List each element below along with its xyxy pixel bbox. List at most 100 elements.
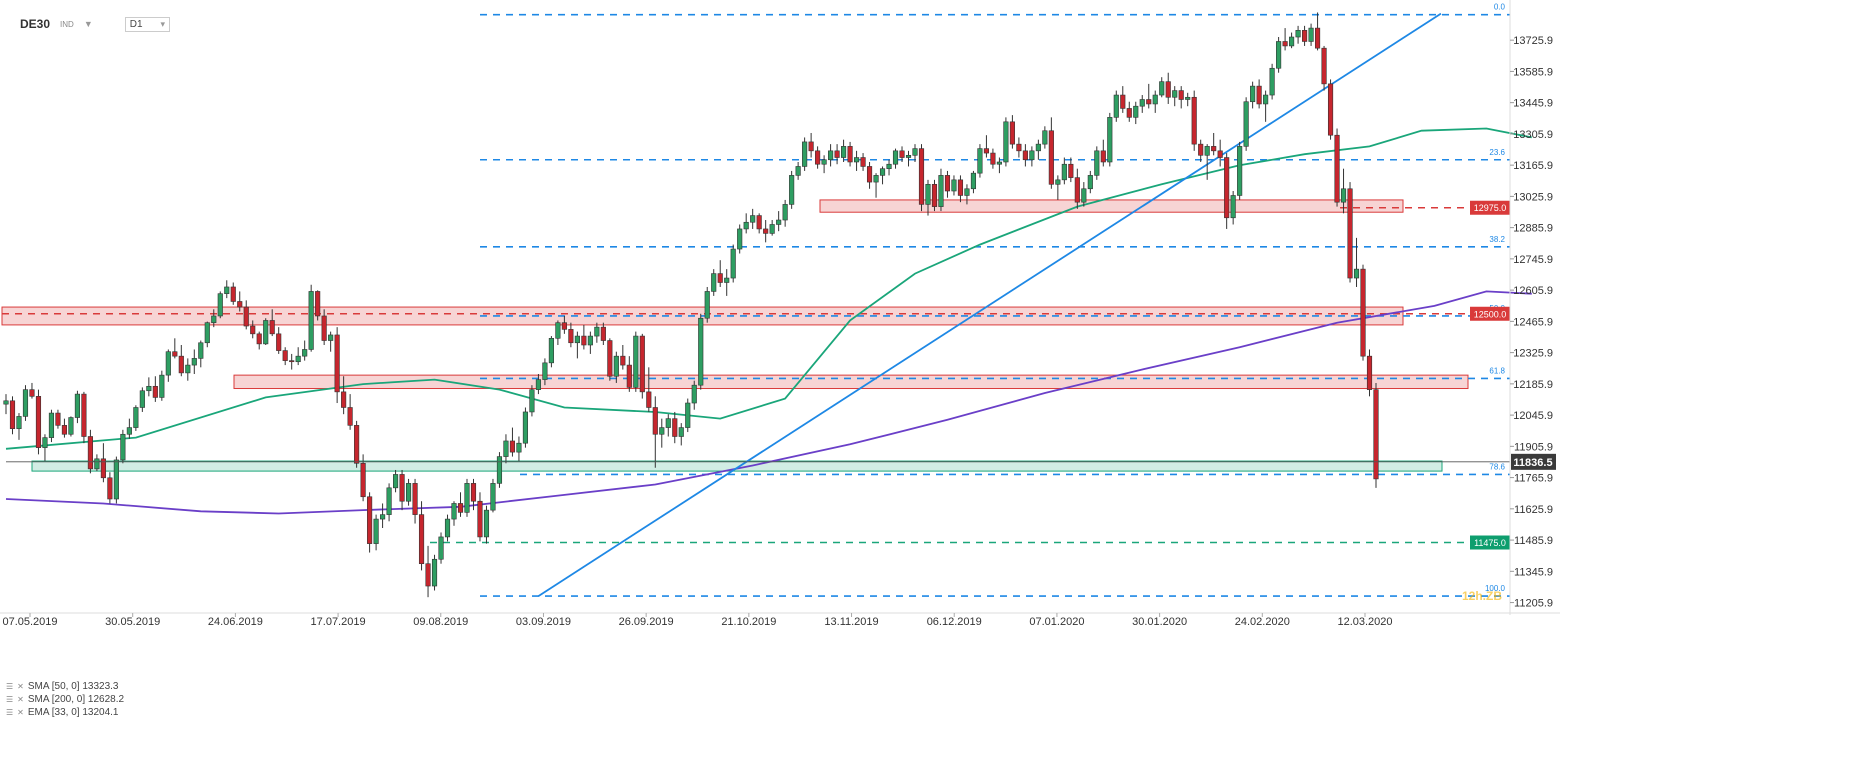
indicator-settings-icon[interactable]: ☰	[6, 682, 14, 691]
candle	[951, 179, 957, 192]
candle	[405, 483, 412, 502]
candle	[1269, 67, 1275, 96]
candle	[211, 315, 217, 323]
legend-label: SMA [200, 0] 12628.2	[27, 694, 125, 705]
candle	[1373, 389, 1379, 480]
candle	[289, 360, 295, 363]
candle	[237, 301, 243, 308]
indicator-settings-icon[interactable]: ☰	[6, 708, 14, 717]
candle	[639, 335, 645, 393]
candle	[535, 379, 541, 390]
legend-row-sma50[interactable]: ☰ ✕ SMA [50, 0] 13323.3	[6, 680, 124, 693]
x-tick-label: 21.10.2019	[721, 616, 776, 628]
candle	[808, 141, 814, 152]
candle	[548, 338, 554, 364]
candle	[1211, 146, 1217, 152]
last-price-tag	[1511, 453, 1556, 470]
candle	[944, 175, 951, 192]
fib-label: 0.0	[1494, 3, 1506, 12]
y-tick-label: 13165.9	[1513, 160, 1553, 172]
x-tick-label: 12.03.2020	[1337, 616, 1392, 628]
candle	[1094, 150, 1100, 176]
candle	[35, 396, 42, 448]
candle	[685, 402, 691, 428]
candle	[1185, 96, 1191, 100]
candle	[938, 175, 944, 207]
x-tick-label: 09.08.2019	[413, 616, 468, 628]
y-tick-label: 13305.9	[1513, 129, 1553, 141]
x-tick-label: 07.01.2020	[1029, 616, 1084, 628]
candle	[457, 503, 464, 513]
symbol-label[interactable]: DE30	[20, 17, 51, 31]
candle	[613, 355, 619, 377]
candle	[1178, 90, 1184, 100]
candle	[1198, 143, 1204, 156]
resistance-zone	[819, 199, 1404, 213]
candle	[821, 159, 827, 165]
candle	[1217, 150, 1223, 158]
x-tick-label: 24.02.2020	[1235, 616, 1290, 628]
candle	[607, 340, 613, 377]
level-tag-label: 11475.0	[1474, 538, 1506, 548]
candle	[1295, 30, 1301, 38]
candle	[412, 483, 418, 515]
candle	[646, 391, 652, 408]
candle	[672, 418, 678, 437]
candle	[892, 150, 899, 165]
candle	[620, 355, 626, 366]
candle	[133, 407, 139, 428]
candle	[178, 355, 184, 374]
close-icon[interactable]: ✕	[17, 708, 24, 717]
candle	[1152, 94, 1158, 105]
candle	[789, 175, 795, 205]
x-tick-label: 17.07.2019	[311, 616, 366, 628]
candle	[425, 563, 431, 587]
y-tick-label: 13445.9	[1513, 98, 1553, 110]
chevron-down-icon[interactable]: ▼	[83, 19, 93, 29]
candle	[866, 166, 873, 183]
candle	[496, 456, 503, 484]
candle	[763, 228, 769, 234]
y-tick-label: 12745.9	[1513, 254, 1553, 266]
x-tick-label: 30.05.2019	[105, 616, 160, 628]
candle	[185, 364, 191, 374]
fib-label: 23.6	[1489, 148, 1505, 157]
candle	[334, 334, 340, 393]
candle	[724, 277, 730, 283]
candle	[68, 417, 74, 435]
resistance-zone	[233, 374, 1469, 390]
candle	[990, 152, 996, 165]
candle	[581, 335, 587, 346]
legend-row-ema33[interactable]: ☰ ✕ EMA [33, 0] 13204.1	[6, 706, 124, 719]
candle	[263, 320, 269, 345]
candle	[737, 228, 743, 250]
candle	[1120, 94, 1126, 109]
candle	[276, 333, 282, 351]
candle	[360, 462, 366, 498]
indicator-settings-icon[interactable]: ☰	[6, 695, 14, 704]
y-tick-label: 11905.9	[1514, 441, 1553, 453]
candle	[94, 458, 100, 470]
timeframe-select[interactable]: D1 ▾	[124, 16, 171, 32]
candle	[1146, 99, 1152, 105]
candle	[568, 329, 574, 344]
sma50-line	[5, 127, 1532, 450]
candle	[776, 219, 782, 225]
candle	[1314, 27, 1321, 49]
candle	[1366, 355, 1373, 390]
indicator-legend: ☰ ✕ SMA [50, 0] 13323.3 ☰ ✕ SMA [200, 0]…	[6, 680, 124, 719]
candle	[1016, 143, 1022, 152]
legend-row-sma200[interactable]: ☰ ✕ SMA [200, 0] 12628.2	[6, 693, 124, 706]
candle	[795, 166, 801, 176]
support-zone	[31, 460, 1443, 472]
candle	[542, 362, 548, 380]
close-icon[interactable]: ✕	[17, 695, 24, 704]
close-icon[interactable]: ✕	[17, 682, 24, 691]
candle	[230, 286, 236, 302]
candle	[308, 291, 314, 350]
candle	[1327, 83, 1334, 136]
candle	[347, 407, 353, 426]
candle	[853, 157, 860, 163]
